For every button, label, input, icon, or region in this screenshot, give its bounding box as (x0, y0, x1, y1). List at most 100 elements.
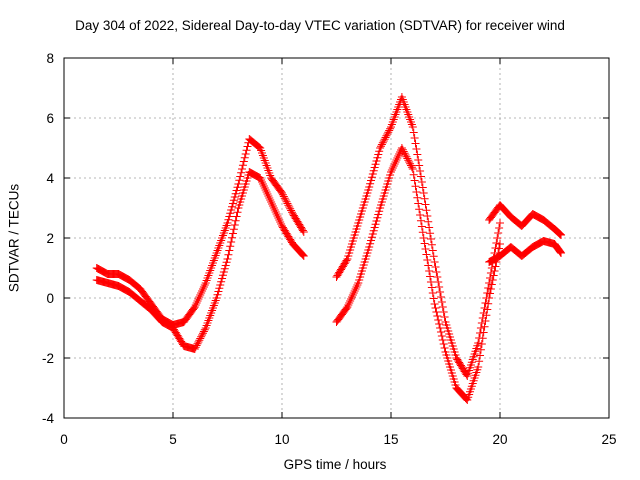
data-point-fill (431, 304, 440, 312)
data-point-fill (434, 278, 443, 286)
data-point-fill (367, 176, 376, 185)
data-point-fill (233, 183, 242, 192)
data-point-fill (416, 216, 425, 225)
data-point-fill (377, 140, 386, 149)
data-point-fill (476, 351, 485, 360)
data-point-fill (194, 338, 203, 346)
data-point-fill (394, 152, 403, 160)
data-point-fill (379, 137, 388, 145)
x-tick-label: 25 (601, 432, 616, 447)
data-point-fill (195, 293, 204, 301)
x-tick-label: 15 (383, 432, 398, 447)
data-point-fill (273, 212, 282, 220)
data-point-fill (260, 184, 269, 192)
data-point-fill (381, 133, 390, 142)
data-point-fill (348, 291, 357, 299)
data-points (92, 93, 566, 404)
data-point-fill (287, 208, 296, 217)
data-point-fill (298, 226, 307, 235)
data-point-fill (418, 228, 427, 237)
data-point-fill (229, 225, 238, 234)
data-point-fill (390, 160, 399, 168)
data-point (365, 183, 374, 191)
data-point-fill (218, 271, 227, 280)
data-point-fill (276, 218, 285, 226)
data-point-fill (226, 209, 235, 218)
data-point-fill (492, 239, 501, 247)
data-point-fill (279, 192, 288, 201)
y-tick-label: 8 (46, 51, 54, 66)
data-point-fill (424, 261, 433, 270)
data-point-fill (287, 206, 296, 215)
data-point-fill (198, 287, 207, 295)
data-point-fill (232, 212, 241, 221)
data-point-fill (271, 208, 280, 216)
data-point-fill (228, 202, 237, 211)
data-point (376, 144, 385, 152)
data-point-fill (372, 157, 381, 165)
data-point-fill (243, 142, 252, 151)
data-point-fill (410, 134, 419, 142)
data-point-fill (196, 334, 205, 343)
data-point (256, 174, 265, 182)
data-point-fill (198, 329, 207, 338)
data-point-fill (347, 295, 356, 303)
data-point-fill (424, 217, 433, 226)
data-point-fill (199, 327, 208, 336)
data-point-fill (259, 182, 268, 190)
data-point (343, 303, 352, 311)
data-point-fill (405, 158, 414, 166)
data-point-fill (227, 206, 236, 214)
data-point-fill (240, 153, 249, 162)
data-point (190, 345, 199, 353)
data-point-fill (257, 176, 266, 184)
data-point (474, 363, 483, 371)
data-point-fill (416, 167, 425, 175)
data-point-fill (422, 250, 431, 259)
data-point-fill (224, 250, 233, 259)
data-point-fill (495, 244, 504, 253)
data-point-fill (344, 301, 353, 309)
data-point-fill (228, 229, 237, 238)
data-point-fill (462, 395, 471, 403)
data-point-fill (427, 283, 436, 292)
data-point (278, 189, 286, 197)
data-point-fill (484, 299, 493, 308)
data-point-fill (386, 124, 395, 133)
data-point-fill (372, 217, 381, 225)
data-point-fill (263, 190, 272, 198)
data-point-fill (426, 272, 435, 281)
data-point-fill (237, 168, 246, 177)
data-point-fill (233, 208, 242, 217)
data-point-fill (482, 311, 491, 320)
data-point-fill (346, 297, 355, 305)
data-point-fill (433, 273, 442, 281)
data-point-fill (406, 161, 415, 170)
data-point-fill (213, 290, 222, 299)
data-point-fill (401, 151, 410, 159)
data-point-fill (495, 224, 504, 232)
data-point-fill (556, 248, 565, 257)
data-point (365, 243, 374, 251)
data-point-fill (242, 146, 251, 155)
data-point-fill (439, 340, 448, 348)
data-point-fill (378, 138, 387, 147)
data-point-fill (417, 178, 426, 186)
data-point (267, 198, 276, 206)
data-point-fill (197, 289, 206, 297)
data-point-fill (194, 295, 203, 303)
data-point-fill (476, 324, 485, 332)
data-point-fill (487, 280, 496, 289)
data-point-fill (398, 145, 407, 154)
data-point-fill (407, 163, 416, 172)
data-point-fill (283, 199, 292, 208)
data-point-fill (375, 147, 384, 156)
data-point-fill (433, 312, 442, 320)
data-point-fill (421, 200, 430, 209)
data-point-fill (297, 250, 306, 258)
data-point-fill (414, 156, 423, 164)
data-point-fill (342, 256, 351, 265)
data-point-fill (429, 252, 438, 261)
data-point-fill (436, 324, 445, 332)
